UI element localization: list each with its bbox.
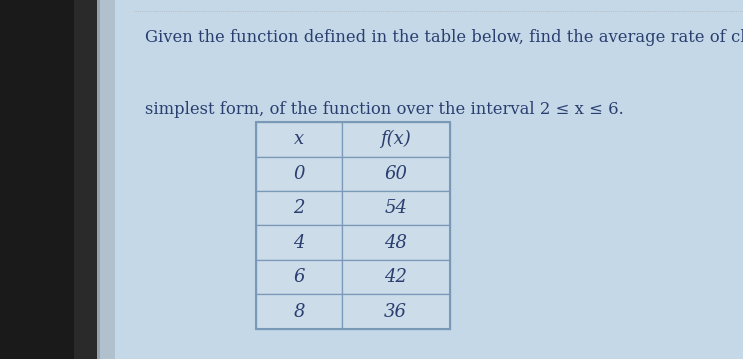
Bar xyxy=(256,191,342,225)
Bar xyxy=(342,294,450,329)
Text: 4: 4 xyxy=(293,234,305,252)
Text: 0: 0 xyxy=(293,165,305,183)
Text: 48: 48 xyxy=(384,234,407,252)
Bar xyxy=(342,122,450,157)
Bar xyxy=(97,0,126,359)
Bar xyxy=(342,157,450,191)
Bar xyxy=(342,225,450,260)
Bar xyxy=(342,260,450,294)
Text: simplest form, of the function over the interval 2 ≤ x ≤ 6.: simplest form, of the function over the … xyxy=(145,101,623,117)
Text: 2: 2 xyxy=(293,199,305,217)
Bar xyxy=(0,0,100,359)
Text: 54: 54 xyxy=(384,199,407,217)
Text: 60: 60 xyxy=(384,165,407,183)
Text: 36: 36 xyxy=(384,303,407,321)
Text: 6: 6 xyxy=(293,268,305,286)
Bar xyxy=(256,122,342,157)
Bar xyxy=(74,0,115,359)
Bar xyxy=(256,225,342,260)
Text: Given the function defined in the table below, find the average rate of change, : Given the function defined in the table … xyxy=(145,29,743,46)
Bar xyxy=(256,122,450,329)
Bar xyxy=(342,191,450,225)
Text: x: x xyxy=(294,130,304,148)
Bar xyxy=(256,260,342,294)
Text: 42: 42 xyxy=(384,268,407,286)
Bar xyxy=(256,294,342,329)
Text: 8: 8 xyxy=(293,303,305,321)
Bar xyxy=(256,157,342,191)
Text: f(x): f(x) xyxy=(380,130,411,148)
